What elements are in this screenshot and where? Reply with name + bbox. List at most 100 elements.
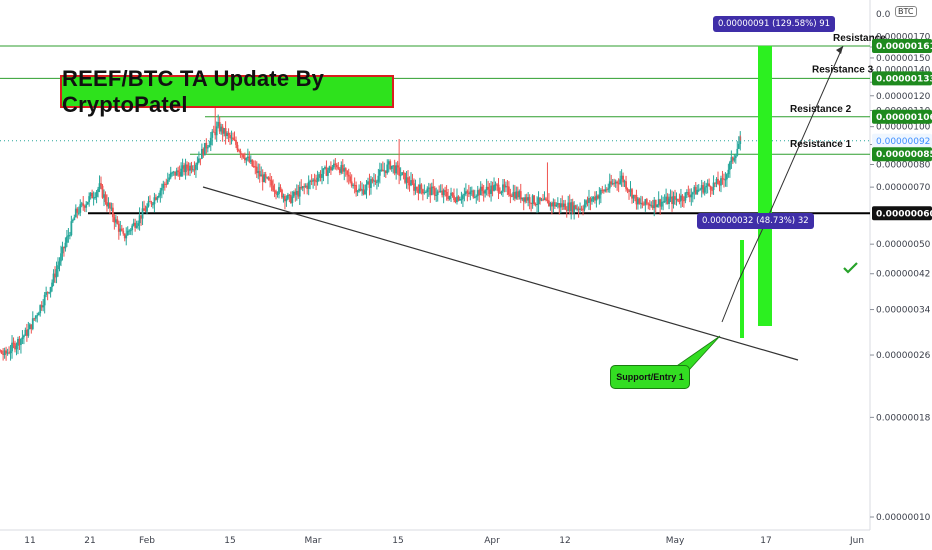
candle-body <box>189 165 191 171</box>
x-tick-label: 11 <box>24 536 35 546</box>
candle-body <box>696 189 699 195</box>
y-tick-label: 0.00000026 <box>876 351 931 361</box>
candle-body <box>285 198 288 202</box>
candle-body <box>567 202 570 211</box>
candle-body <box>411 180 414 184</box>
candle-body <box>614 181 617 184</box>
y-tick-label: 0.00000170 <box>876 33 931 43</box>
candle-body <box>687 192 690 196</box>
candle-body <box>14 343 16 350</box>
x-tick-label: 17 <box>760 536 771 546</box>
candle-body <box>43 294 46 306</box>
chart-title: REEF/BTC TA Update By CryptoPatel <box>62 65 325 117</box>
candle-body <box>448 195 451 200</box>
candle-body <box>536 204 538 206</box>
candle-body <box>235 140 237 145</box>
candle-body <box>429 187 432 196</box>
candle-body <box>334 163 337 165</box>
candle-body <box>522 197 525 202</box>
candle-body <box>156 197 159 200</box>
candle-body <box>493 185 495 191</box>
candle-body <box>103 194 105 198</box>
candle-body <box>218 121 221 132</box>
candle-body <box>276 193 279 195</box>
candle-body <box>2 353 5 355</box>
candle-body <box>642 204 645 206</box>
candle-body <box>540 199 543 201</box>
candle-body <box>270 180 273 186</box>
candle-body <box>694 187 697 195</box>
candle-body <box>131 225 134 231</box>
candle-body <box>249 159 252 162</box>
candle-body <box>648 203 651 206</box>
candle-body <box>55 269 58 278</box>
candle-body <box>330 166 332 171</box>
candle-body <box>356 191 359 193</box>
x-tick-label: May <box>666 536 685 546</box>
candle-body <box>462 195 464 199</box>
candle-body <box>607 188 610 190</box>
candle-body <box>378 169 381 176</box>
candle-body <box>693 187 696 193</box>
candle-body <box>371 179 374 182</box>
candle-body <box>625 181 627 189</box>
candle-body <box>61 247 64 254</box>
candle-body <box>591 199 593 202</box>
candle-body <box>516 191 519 198</box>
candle-body <box>46 291 49 293</box>
candle-body <box>12 342 15 344</box>
candle-body <box>17 338 19 346</box>
candle-body <box>723 178 725 180</box>
candle-body <box>298 186 301 197</box>
candle-body <box>669 196 672 199</box>
candle-body <box>460 198 463 200</box>
candle-body <box>426 188 429 193</box>
candle-body <box>395 165 398 174</box>
candle-body <box>588 198 590 203</box>
candle-body <box>654 199 657 208</box>
candle-body <box>447 196 449 200</box>
candle-body <box>736 148 739 156</box>
candle-body <box>120 228 123 231</box>
candle-body <box>616 181 619 184</box>
candle-body <box>289 194 292 203</box>
y-tick-label: 0.0 <box>876 10 891 20</box>
candle-body <box>416 187 418 190</box>
candle-body <box>221 126 224 134</box>
candle-body <box>140 215 142 219</box>
candle-body <box>441 190 444 196</box>
candle-body <box>622 175 624 183</box>
candle-body <box>45 291 48 295</box>
resistance-top-label: Resistance <box>833 33 886 44</box>
currency-badge: BTC <box>895 6 917 17</box>
candle-body <box>384 170 387 174</box>
chart-title-box: REEF/BTC TA Update By CryptoPatel <box>60 66 394 117</box>
candle-body <box>79 204 82 213</box>
candle-body <box>631 189 633 199</box>
candle-body <box>605 189 608 191</box>
candle-body <box>355 185 358 192</box>
candle-body <box>594 196 596 201</box>
candle-body <box>292 191 295 197</box>
candle-body <box>123 233 126 239</box>
candle-body <box>128 230 131 232</box>
candle-body <box>573 205 576 212</box>
candle-body <box>611 183 614 185</box>
candle-body <box>353 184 356 186</box>
candle-body <box>33 318 36 320</box>
candle-body <box>232 137 234 140</box>
candle-body <box>457 196 460 201</box>
candle-body <box>165 183 168 185</box>
candle-body <box>527 197 530 201</box>
candle-body <box>54 273 56 278</box>
y-tick-label: 0.00000140 <box>876 66 931 76</box>
candle-body <box>70 221 73 236</box>
candle-body <box>626 188 629 191</box>
y-tick-label: 0.00000120 <box>876 92 931 102</box>
candle-body <box>715 178 718 184</box>
y-tick-label: 0.00000018 <box>876 413 931 423</box>
candle-body <box>114 219 117 223</box>
candle-body <box>734 155 737 159</box>
candle-body <box>699 189 702 191</box>
candle-body <box>28 324 31 330</box>
